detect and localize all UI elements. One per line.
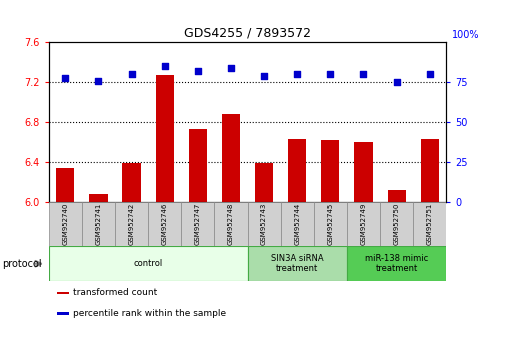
Text: GSM952740: GSM952740	[62, 203, 68, 245]
Bar	[123, 163, 141, 202]
Bar	[413, 202, 446, 246]
Text: miR-138 mimic
treatment: miR-138 mimic treatment	[365, 254, 428, 273]
Text: percentile rank within the sample: percentile rank within the sample	[73, 309, 226, 318]
Text: GSM952746: GSM952746	[162, 203, 168, 245]
Bar	[89, 194, 108, 202]
Text: GSM952744: GSM952744	[294, 203, 300, 245]
Bar	[347, 246, 446, 281]
Text: GSM952745: GSM952745	[327, 203, 333, 245]
Point	[94, 78, 103, 84]
Bar	[56, 292, 69, 294]
Text: GSM952748: GSM952748	[228, 203, 234, 245]
Text: protocol: protocol	[3, 259, 42, 269]
Point	[127, 72, 135, 77]
Bar	[155, 75, 174, 202]
Bar	[148, 202, 181, 246]
Text: GSM952749: GSM952749	[361, 203, 366, 245]
Point	[260, 73, 268, 79]
Bar	[281, 202, 314, 246]
Bar	[321, 140, 340, 202]
Bar	[421, 139, 439, 202]
Bar	[354, 142, 372, 202]
Text: GSM952743: GSM952743	[261, 203, 267, 245]
Text: control: control	[133, 259, 163, 268]
Text: GSM952741: GSM952741	[95, 203, 102, 245]
Bar	[49, 202, 82, 246]
Bar	[288, 139, 306, 202]
Point	[392, 80, 401, 85]
Bar	[56, 313, 69, 315]
Text: GSM952742: GSM952742	[129, 203, 134, 245]
Bar	[115, 202, 148, 246]
Bar	[387, 190, 406, 202]
Bar	[189, 129, 207, 202]
Bar	[380, 202, 413, 246]
Point	[194, 68, 202, 74]
Point	[61, 75, 69, 80]
Bar	[255, 163, 273, 202]
Bar	[247, 246, 347, 281]
Bar	[56, 168, 74, 202]
Point	[326, 72, 334, 77]
Bar	[214, 202, 247, 246]
Title: GDS4255 / 7893572: GDS4255 / 7893572	[184, 27, 311, 40]
Bar	[247, 202, 281, 246]
Text: GSM952751: GSM952751	[427, 203, 433, 245]
Point	[293, 72, 301, 77]
Text: GSM952750: GSM952750	[393, 203, 400, 245]
Bar	[222, 114, 240, 202]
Text: GSM952747: GSM952747	[195, 203, 201, 245]
Text: transformed count: transformed count	[73, 289, 157, 297]
Bar	[82, 202, 115, 246]
Point	[426, 72, 434, 77]
Point	[161, 64, 169, 69]
Bar	[347, 202, 380, 246]
Text: 100%: 100%	[452, 30, 479, 40]
Point	[360, 72, 368, 77]
Bar	[314, 202, 347, 246]
Bar	[49, 246, 247, 281]
Bar	[181, 202, 214, 246]
Text: SIN3A siRNA
treatment: SIN3A siRNA treatment	[271, 254, 324, 273]
Point	[227, 65, 235, 71]
